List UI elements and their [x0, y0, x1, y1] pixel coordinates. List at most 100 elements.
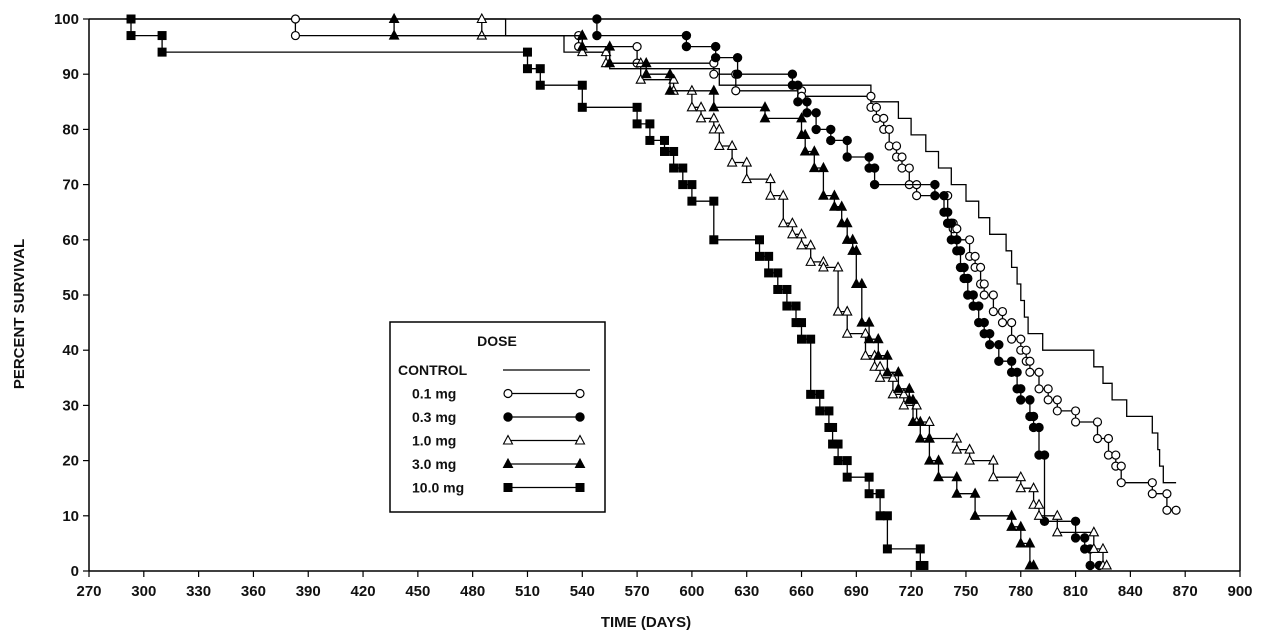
y-tick-label: 60 [62, 232, 79, 249]
data-point [759, 112, 771, 123]
legend-label: 1.0 mg [412, 433, 456, 449]
data-point [1051, 526, 1063, 537]
legend-label: 0.3 mg [412, 409, 456, 425]
data-point [818, 161, 829, 173]
data-point [592, 14, 602, 24]
data-point [1051, 509, 1063, 520]
series-line [125, 18, 1177, 484]
data-point [1070, 533, 1081, 543]
data-point [828, 200, 840, 211]
data-point [708, 84, 720, 95]
data-point [577, 80, 587, 90]
data-point [898, 388, 910, 399]
data-point [765, 172, 776, 184]
data-point [987, 470, 999, 482]
data-point [709, 196, 719, 206]
data-point [914, 432, 926, 443]
y-tick-label: 30 [62, 397, 79, 414]
data-point [741, 156, 753, 167]
data-point [1033, 509, 1045, 520]
data-point [660, 135, 669, 145]
data-point [828, 422, 838, 432]
data-point [664, 84, 676, 95]
legend-item: 3.0 mg [412, 456, 586, 472]
data-point [782, 284, 792, 294]
data-point [765, 189, 776, 200]
data-point [126, 31, 136, 41]
data-point [759, 101, 771, 112]
data-point [864, 489, 874, 499]
data-point [741, 172, 753, 184]
data-point [824, 406, 834, 416]
data-point [1052, 395, 1062, 405]
data-point [897, 152, 907, 162]
data-point [994, 356, 1004, 366]
data-point [898, 399, 910, 410]
data-point [664, 68, 676, 79]
data-point [713, 123, 725, 134]
data-point [535, 80, 545, 90]
data-point [1101, 559, 1113, 570]
data-point [1116, 478, 1126, 488]
data-point [687, 180, 697, 190]
data-point [755, 251, 765, 261]
data-point [640, 68, 652, 79]
data-point [911, 399, 923, 410]
series-1-0-mg [476, 12, 1113, 570]
data-point [939, 190, 949, 201]
data-point [979, 279, 989, 289]
data-point [805, 255, 817, 266]
data-point [604, 56, 616, 68]
data-point [777, 189, 789, 200]
data-point [955, 246, 966, 256]
data-point [645, 119, 655, 129]
data-point [126, 14, 136, 24]
data-point [856, 277, 868, 289]
data-point [856, 316, 868, 327]
data-point [290, 14, 301, 24]
data-point [1171, 505, 1181, 515]
data-point [833, 439, 843, 449]
data-point [1015, 470, 1027, 482]
data-point [975, 262, 986, 272]
data-point [522, 47, 532, 57]
data-point [970, 251, 980, 261]
x-tick-label: 900 [1227, 583, 1252, 600]
x-tick-label: 300 [131, 583, 156, 600]
data-point [695, 101, 707, 112]
y-axis-title: PERCENT SURVIVAL [11, 239, 28, 389]
data-point [290, 30, 301, 41]
data-point [709, 235, 719, 245]
x-tick-label: 660 [789, 583, 814, 600]
data-point [1006, 520, 1018, 531]
data-point [600, 45, 612, 57]
legend-item: 1.0 mg [412, 433, 586, 449]
data-point [866, 91, 876, 101]
data-point [874, 371, 886, 382]
data-point [782, 301, 792, 311]
data-point [1043, 395, 1053, 405]
data-point [951, 487, 963, 498]
y-tick-label: 10 [62, 508, 79, 525]
data-point [1043, 384, 1053, 394]
data-point [669, 163, 679, 173]
data-point [1034, 384, 1044, 394]
data-point [695, 112, 707, 123]
data-point [681, 41, 692, 52]
data-point [872, 332, 884, 344]
data-point [726, 139, 738, 151]
data-point [708, 101, 720, 112]
data-point [604, 40, 616, 51]
data-point [874, 360, 886, 371]
data-point [1085, 560, 1095, 571]
data-point [1147, 489, 1157, 499]
legend-title: DOSE [477, 333, 517, 349]
legend-swatch-marker [503, 412, 513, 422]
x-tick-label: 870 [1173, 583, 1198, 600]
data-point [872, 349, 884, 360]
data-point [942, 207, 953, 217]
data-point [1016, 334, 1026, 344]
data-point [842, 152, 852, 162]
data-point [974, 301, 984, 311]
data-point [1092, 433, 1103, 444]
